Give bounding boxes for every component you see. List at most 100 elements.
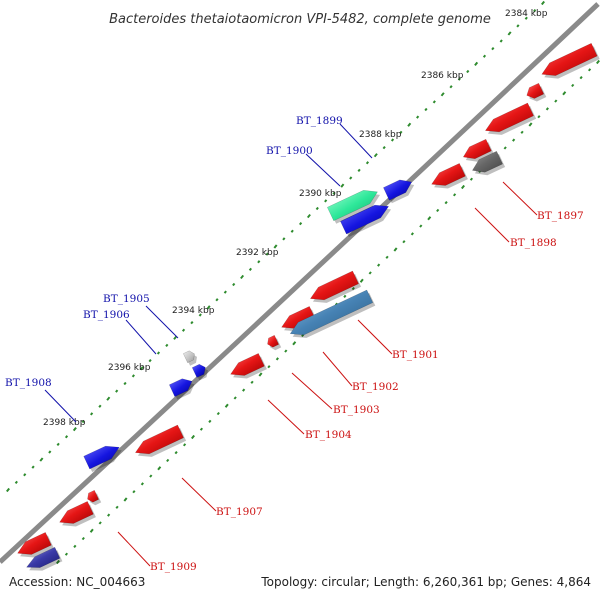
inner-scale-dot-tick bbox=[267, 365, 271, 369]
outer-scale-dot-tick bbox=[165, 343, 169, 348]
gene-label-bt1906[interactable]: BT_1906 bbox=[83, 309, 130, 321]
gene-arrow-highlight bbox=[326, 190, 380, 224]
leader-bt1901 bbox=[357, 319, 393, 355]
inner-scale-dot-tick bbox=[98, 521, 102, 525]
outer-scale-dot-tick bbox=[72, 427, 77, 432]
outer-scale-dot-tick bbox=[298, 222, 303, 226]
inner-scale-dot-tick bbox=[89, 528, 94, 533]
gene-arrow-blue-5-body bbox=[83, 445, 120, 470]
gene-arrow-red-5-body bbox=[431, 163, 466, 186]
gene-label-bt1901[interactable]: BT_1901 bbox=[392, 349, 439, 361]
inner-scale-dot-tick bbox=[132, 490, 136, 494]
inner-scale-dot-tick bbox=[56, 559, 60, 565]
outer-scale-dot-tick bbox=[215, 298, 219, 302]
inner-scale-dot-tick bbox=[393, 247, 398, 252]
gene-arrow-red-12 bbox=[59, 501, 96, 527]
inner-scale-dot-tick bbox=[292, 341, 297, 346]
inner-scale-dot-tick bbox=[461, 184, 465, 190]
inner-scale-dot-tick bbox=[140, 482, 144, 486]
reverse-leader-lines bbox=[117, 181, 538, 567]
leader-bt1902 bbox=[322, 351, 353, 387]
inner-scale-dot-tick bbox=[107, 513, 111, 517]
leader-bt1897 bbox=[502, 181, 538, 216]
scale-label-2392: 2392 kbp bbox=[236, 248, 279, 258]
outer-scale-dot-tick bbox=[407, 122, 412, 127]
scale-label-2386: 2386 kbp bbox=[421, 71, 464, 81]
inner-scale-dot-tick bbox=[587, 68, 592, 72]
gene-arrow-blue-1 bbox=[383, 179, 415, 204]
gene-arrow-blue-1-body bbox=[383, 179, 413, 201]
inner-scale-dot-tick bbox=[64, 552, 69, 556]
outer-scale-dot-tick bbox=[507, 31, 512, 36]
outer-scale-dot-tick bbox=[265, 252, 269, 256]
outer-scale-dot-tick bbox=[90, 412, 94, 416]
inner-scale-dot-tick bbox=[224, 403, 229, 408]
outer-scale-dot-tick bbox=[306, 213, 311, 219]
leader-bt1906 bbox=[125, 319, 157, 355]
leader-bt1899 bbox=[339, 123, 373, 159]
inner-scale-dot-tick bbox=[385, 255, 389, 259]
gene-label-bt1903[interactable]: BT_1903 bbox=[333, 404, 380, 416]
gene-arrow-red-2-body bbox=[526, 82, 545, 99]
gene-arrow-red-4-body bbox=[462, 138, 492, 159]
inner-scale-dot-tick bbox=[571, 83, 575, 88]
inner-scale-dot-tick bbox=[233, 396, 237, 400]
inner-scale-dot-tick bbox=[157, 466, 162, 471]
outer-scale-dot-tick bbox=[98, 404, 102, 408]
outer-scale-dot-tick bbox=[373, 153, 378, 158]
gene-arrow-red-6 bbox=[309, 270, 362, 303]
outer-scale-dot-tick bbox=[248, 267, 253, 271]
gene-arrow-blue-4-body bbox=[168, 378, 193, 397]
gene-label-bt1907[interactable]: BT_1907 bbox=[216, 506, 263, 518]
accession-text: Accession: NC_004663 bbox=[9, 575, 145, 589]
scale-label-2390: 2390 kbp bbox=[299, 189, 342, 199]
outer-scale-dot-tick bbox=[449, 85, 453, 89]
genome-summary-text: Topology: circular; Length: 6,260,361 bp… bbox=[260, 575, 591, 589]
gene-arrow-light bbox=[182, 350, 197, 366]
outer-scale-dot-tick bbox=[382, 145, 386, 150]
gene-label-bt1908[interactable]: BT_1908 bbox=[5, 377, 52, 389]
scale-label-2394: 2394 kbp bbox=[172, 306, 215, 316]
gene-arrow-red-6-body bbox=[309, 270, 359, 301]
inner-scale-dot-tick bbox=[444, 201, 448, 205]
gene-arrow-pseudo bbox=[471, 150, 506, 176]
outer-scale-dot-tick bbox=[198, 313, 202, 317]
gene-label-bt1899[interactable]: BT_1899 bbox=[296, 115, 343, 127]
outer-scale-dot-tick bbox=[432, 100, 436, 104]
outer-scale-dot-tick bbox=[123, 381, 127, 386]
leader-bt1900 bbox=[305, 153, 341, 187]
gene-arrow-blue-4 bbox=[168, 378, 195, 400]
gene-arrow-red-8 bbox=[267, 334, 282, 351]
outer-scale-dot-tick bbox=[482, 54, 487, 58]
gene-label-bt1909[interactable]: BT_1909 bbox=[150, 561, 197, 573]
leader-bt1909 bbox=[117, 531, 151, 567]
outer-scale-dot-tick bbox=[349, 176, 353, 180]
gene-arrow-pseudo-body bbox=[471, 150, 503, 173]
inner-scale-dot-tick bbox=[166, 458, 170, 463]
gene-label-bt1897[interactable]: BT_1897 bbox=[537, 210, 584, 222]
gene-arrow-navy-body bbox=[26, 546, 61, 568]
gene-arrow-light-body bbox=[182, 350, 195, 364]
outer-scale-dot-tick bbox=[357, 168, 361, 173]
gene-label-bt1905[interactable]: BT_1905 bbox=[103, 293, 150, 305]
outer-scale-dot-tick bbox=[324, 199, 328, 203]
gene-arrows bbox=[17, 42, 600, 571]
outer-scale-dot-tick bbox=[424, 107, 428, 112]
genome-backbone bbox=[0, 2, 600, 564]
leader-bt1904 bbox=[267, 399, 305, 435]
inner-scale-dot-tick bbox=[512, 138, 516, 142]
outer-scale-dot-tick bbox=[315, 206, 319, 211]
gene-label-bt1902[interactable]: BT_1902 bbox=[352, 381, 399, 393]
gene-arrow-blue-2 bbox=[340, 204, 392, 237]
gene-arrow-rna bbox=[289, 289, 376, 338]
gene-label-bt1898[interactable]: BT_1898 bbox=[510, 237, 557, 249]
inner-scale-dot-tick bbox=[242, 388, 246, 392]
outer-scale-dot-tick bbox=[290, 229, 294, 233]
outer-scale-dot-tick bbox=[56, 442, 60, 446]
outer-scale-dot-tick bbox=[39, 457, 44, 462]
gene-label-bt1900[interactable]: BT_1900 bbox=[266, 145, 313, 157]
gene-arrow-red-8-body bbox=[267, 334, 280, 348]
outer-scale-dot-tick bbox=[173, 335, 178, 340]
gene-label-bt1904[interactable]: BT_1904 bbox=[305, 429, 352, 441]
